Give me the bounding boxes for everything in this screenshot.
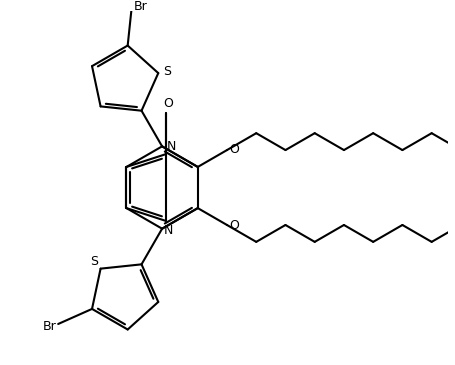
Text: O: O	[229, 219, 239, 233]
Text: S: S	[91, 255, 98, 268]
Text: O: O	[229, 143, 239, 155]
Text: Br: Br	[133, 0, 147, 13]
Text: Br: Br	[43, 320, 56, 333]
Text: N: N	[167, 140, 177, 153]
Text: S: S	[163, 65, 171, 78]
Text: O: O	[163, 97, 173, 110]
Text: N: N	[164, 223, 173, 237]
